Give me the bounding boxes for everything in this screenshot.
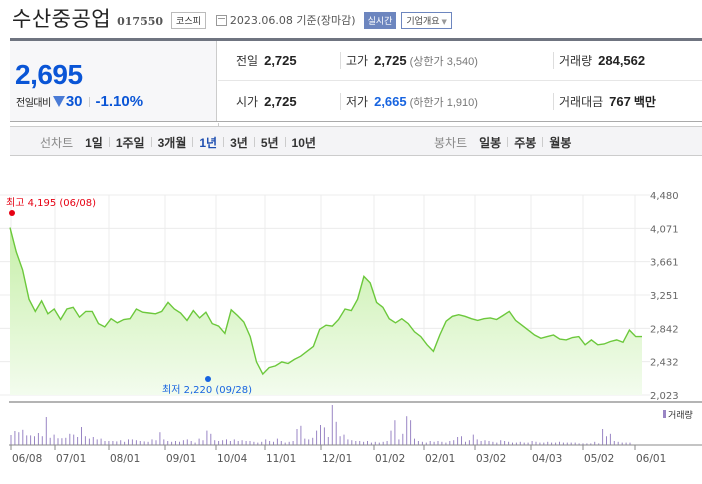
line-tab-4[interactable]: 3년 xyxy=(230,135,248,150)
divider xyxy=(284,137,286,147)
y-tick-label: 2,023 xyxy=(650,391,679,402)
line-tab-5[interactable]: 5년 xyxy=(260,135,279,150)
low-marker xyxy=(205,376,211,382)
line-chart-tabs: 선차트 1일 1주일 3개월 1년 3년 5년 10년 xyxy=(40,127,316,157)
y-tick-label: 3,251 xyxy=(650,291,679,302)
line-tab-1[interactable]: 1주일 xyxy=(115,135,145,150)
calendar-icon xyxy=(215,14,227,26)
divider xyxy=(88,96,90,107)
divider xyxy=(150,137,152,147)
prev-close-value: 2,725 xyxy=(264,53,297,68)
change-label: 전일대비 xyxy=(16,98,51,109)
candle-chart-tabs: 봉차트 일봉 주봉 월봉 xyxy=(434,127,571,157)
candle-tab-0[interactable]: 일봉 xyxy=(479,135,502,150)
volume-label: 거래량 xyxy=(559,54,593,68)
open-label: 시가 xyxy=(236,94,259,109)
high-marker xyxy=(9,210,15,216)
current-price: 2,695 xyxy=(15,59,83,90)
y-tick-label: 3,661 xyxy=(650,258,679,269)
volume-legend-swatch xyxy=(663,410,666,418)
low-price: 저가 2,665 (하한가 1,910) xyxy=(340,92,478,110)
divider xyxy=(218,123,219,127)
candle-tab-1[interactable]: 주봉 xyxy=(514,135,537,150)
price-summary: 2,695 전일대비 30 -1.10% 전일 2,725 고가 2,725 (… xyxy=(10,38,702,122)
change-row: 전일대비 30 -1.10% xyxy=(16,93,143,110)
price-chart-svg: 4,480 4,071 3,661 3,251 2,842 2,432 2,023 최고 4,… xyxy=(0,191,702,465)
high-label: 고가 xyxy=(346,54,369,68)
chart-tabs: 선차트 1일 1주일 3개월 1년 3년 5년 10년 봉차트 일봉 주봉 월봉 xyxy=(10,123,702,157)
open-price: 시가 2,725 xyxy=(236,93,297,110)
low-value: 2,665 xyxy=(374,93,407,109)
x-tick-label: 05/02 xyxy=(584,453,614,465)
market-badge: 코스피 xyxy=(171,11,206,29)
y-tick-label: 4,071 xyxy=(650,224,679,235)
price-area xyxy=(10,227,642,395)
x-tick-label: 12/01 xyxy=(322,453,352,465)
y-tick-label: 2,432 xyxy=(650,358,679,369)
amount-label: 거래대금 xyxy=(559,94,604,109)
y-tick-label: 4,480 xyxy=(650,191,679,202)
realtime-button[interactable]: 실시간 xyxy=(363,11,397,29)
stock-name: 수산중공업 xyxy=(12,7,112,31)
line-tab-0[interactable]: 1일 xyxy=(85,135,103,150)
stats-row: 전일 2,725 고가 2,725 (상한가 3,540) 거래량 284,56… xyxy=(218,41,702,81)
high-annotation: 최고 4,195 (06/08) xyxy=(6,197,96,209)
stats-row: 시가 2,725 저가 2,665 (하한가 1,910) 거래대금 767 백… xyxy=(218,81,702,121)
volume-legend-label: 거래량 xyxy=(668,409,693,421)
low-annotation: 최저 2,220 (09/28) xyxy=(162,384,252,396)
divider xyxy=(253,137,255,147)
line-chart-label: 선차트 xyxy=(40,135,74,150)
divider xyxy=(108,137,110,147)
stock-code: 017550 xyxy=(117,14,164,28)
x-tick-label: 03/02 xyxy=(476,453,506,465)
volume-value: 284,562 xyxy=(598,53,646,68)
amount-unit: 백만 xyxy=(633,94,656,109)
upper-limit: (상한가 3,540) xyxy=(409,56,478,68)
x-tick-label: 04/03 xyxy=(532,453,562,465)
divider xyxy=(223,137,225,147)
line-tab-6[interactable]: 10년 xyxy=(291,135,316,150)
line-tab-2[interactable]: 3개월 xyxy=(157,135,187,150)
x-tick-label: 06/01 xyxy=(636,453,666,465)
prev-close-label: 전일 xyxy=(236,54,259,68)
volume: 거래량 284,562 xyxy=(553,52,645,69)
x-tick-label: 10/04 xyxy=(217,453,248,465)
x-tick-label: 11/01 xyxy=(266,453,296,465)
divider xyxy=(542,137,544,147)
base-date: 2023.06.08 기준(장마감) xyxy=(229,14,356,27)
divider xyxy=(192,137,194,147)
change-percent: -1.10% xyxy=(95,93,144,110)
prev-close: 전일 2,725 xyxy=(236,52,297,69)
x-tick-label: 08/01 xyxy=(110,453,140,465)
current-price-box: 2,695 전일대비 30 -1.10% xyxy=(10,41,217,121)
x-tick-label: 01/02 xyxy=(375,453,405,465)
stats-table: 전일 2,725 고가 2,725 (상한가 3,540) 거래량 284,56… xyxy=(218,41,702,121)
company-overview-label: 기업개요 xyxy=(406,16,440,27)
price-line xyxy=(9,227,642,376)
amount-value: 767 xyxy=(609,93,631,109)
line-tab-3[interactable]: 1년 xyxy=(199,135,218,150)
candle-tab-2[interactable]: 월봉 xyxy=(549,135,572,150)
candle-chart-label: 봉차트 xyxy=(434,135,468,150)
open-value: 2,725 xyxy=(264,93,297,109)
caret-down-icon: ▼ xyxy=(441,17,447,26)
change-value: 30 xyxy=(65,93,83,110)
x-tick-label: 07/01 xyxy=(56,453,86,465)
lower-limit: (하한가 1,910) xyxy=(409,96,478,109)
trade-amount: 거래대금 767 백만 xyxy=(553,92,656,110)
high-price: 고가 2,725 (상한가 3,540) xyxy=(340,52,478,69)
x-tick-label: 02/01 xyxy=(425,453,455,465)
y-tick-label: 2,842 xyxy=(650,324,679,335)
high-value: 2,725 xyxy=(374,53,407,68)
stock-header: 수산중공업 017550 코스피 2023.06.08 기준(장마감) 실시간 … xyxy=(0,0,702,36)
down-arrow-icon xyxy=(52,96,65,107)
x-tick-label: 06/08 xyxy=(12,453,42,465)
low-label: 저가 xyxy=(346,94,369,109)
x-tick-label: 09/01 xyxy=(166,453,196,465)
divider xyxy=(507,137,509,147)
price-chart[interactable]: 4,480 4,071 3,661 3,251 2,842 2,432 2,023 최고 4,… xyxy=(0,160,702,480)
company-overview-dropdown[interactable]: 기업개요 ▼ xyxy=(401,11,452,29)
